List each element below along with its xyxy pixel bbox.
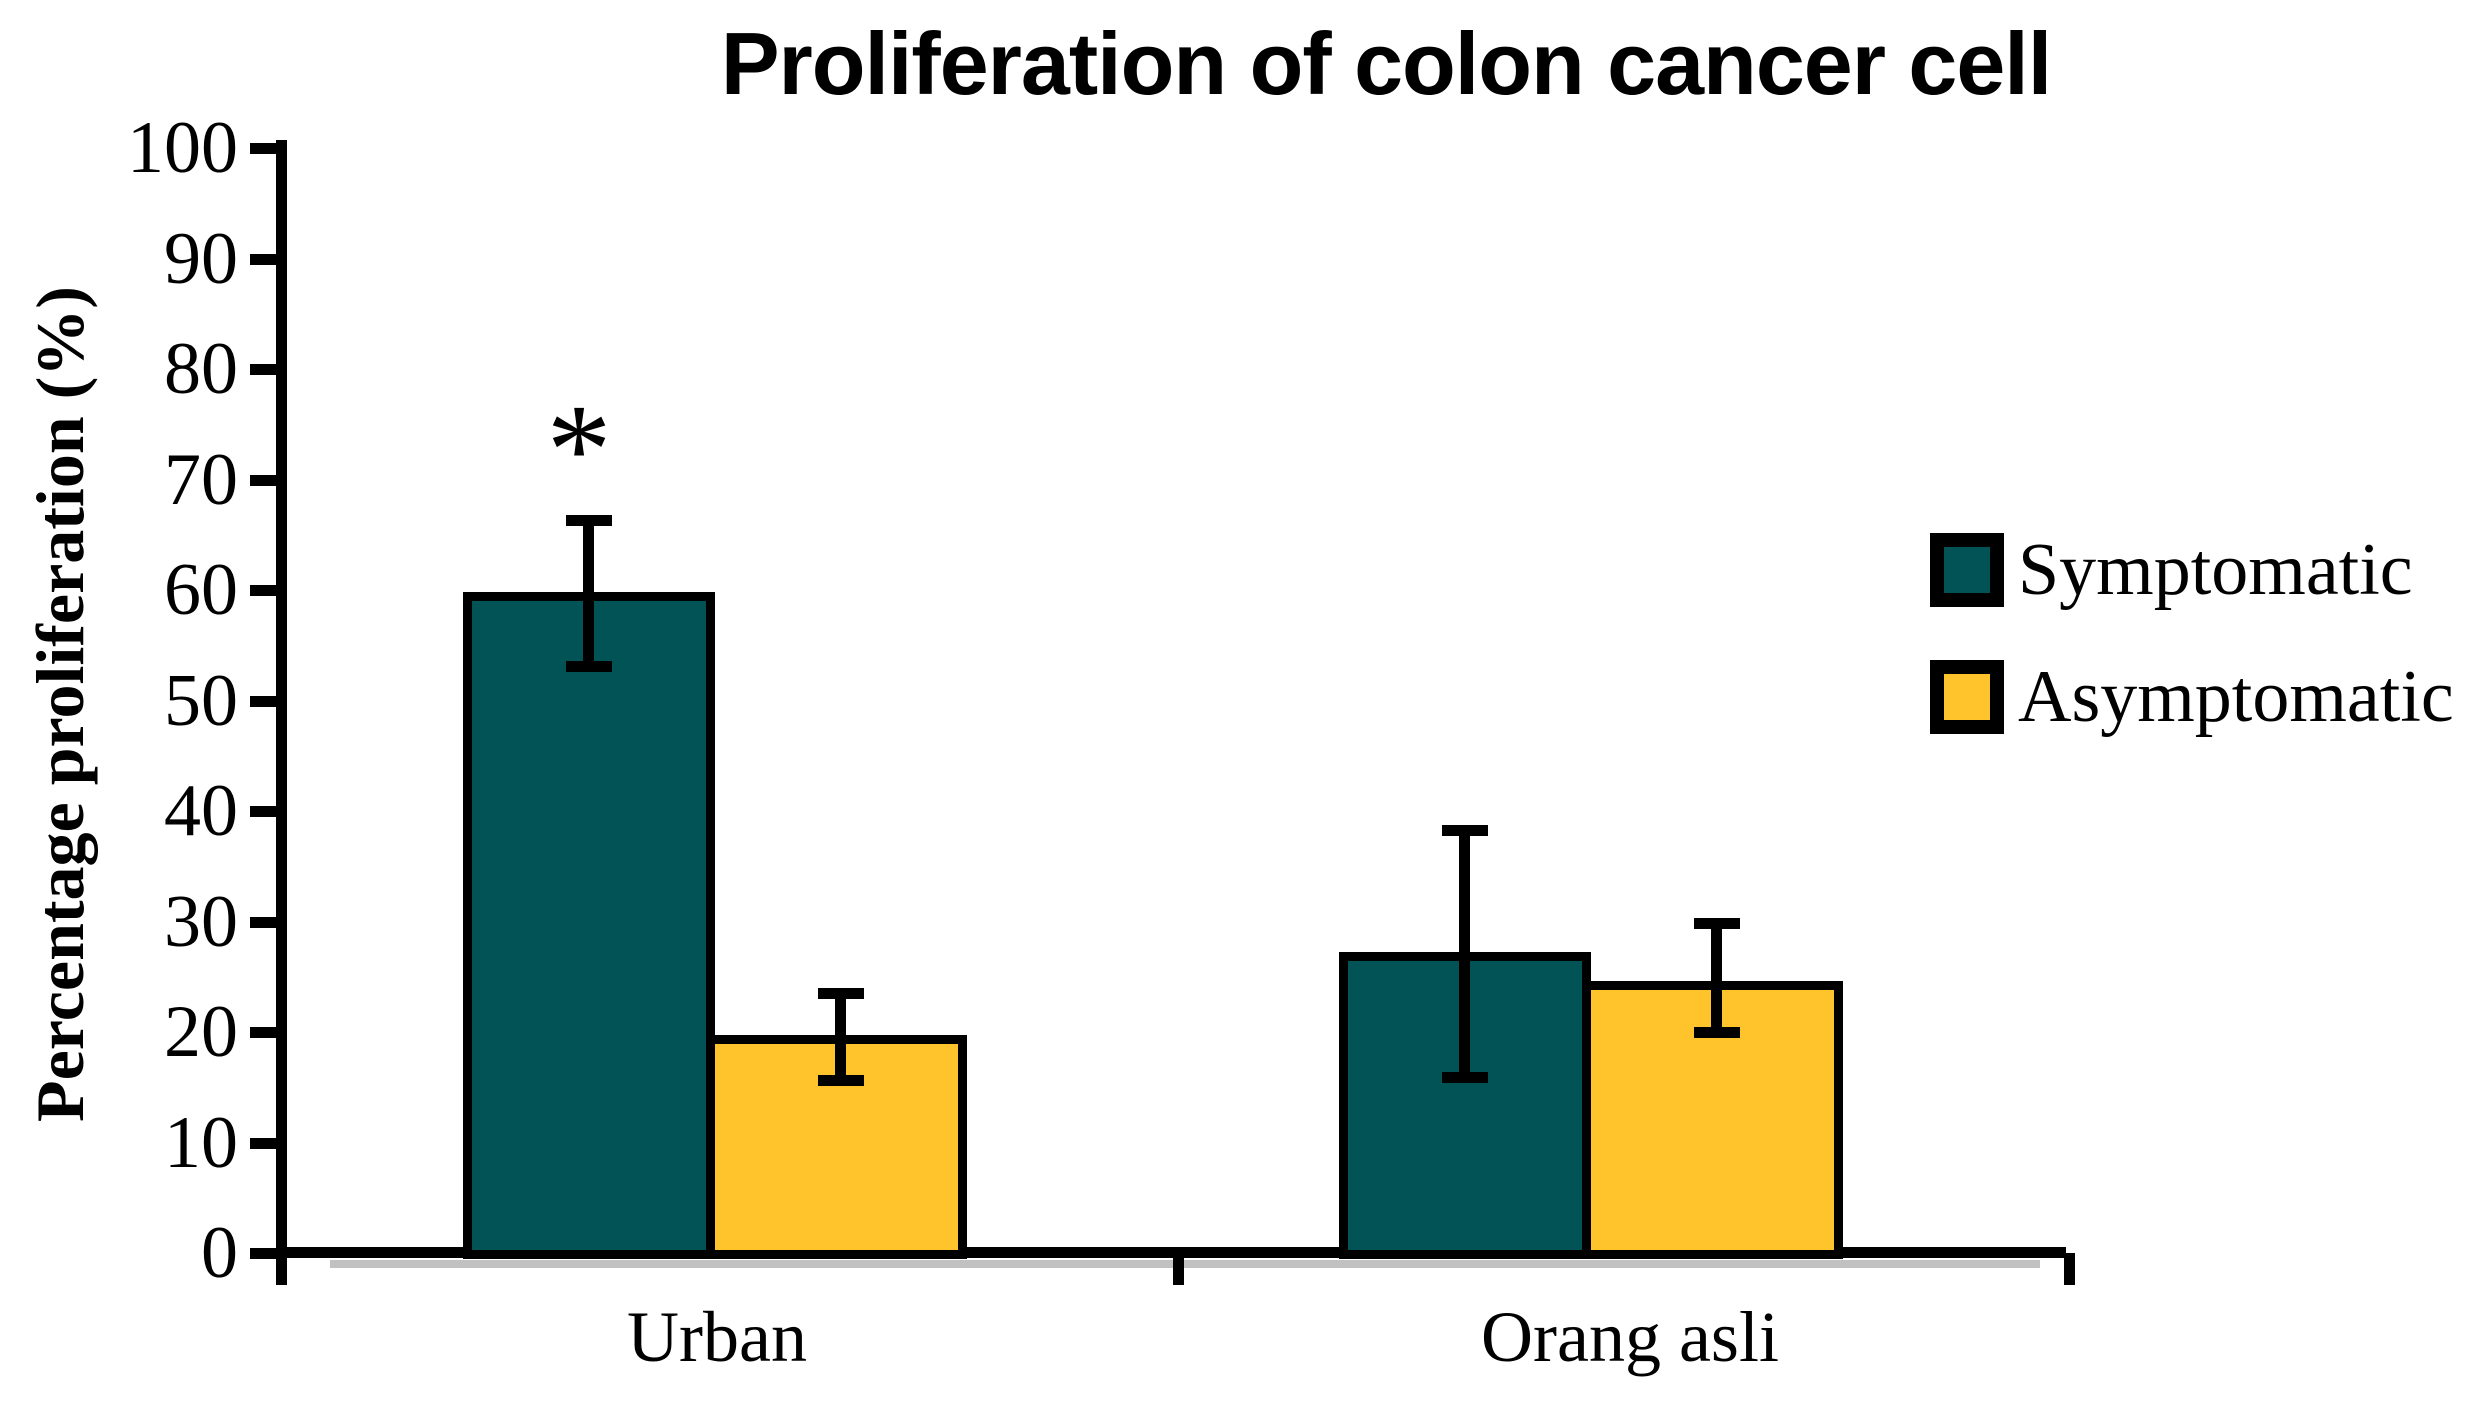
- error-bar-cap-bottom: [1442, 1072, 1488, 1084]
- x-axis-tick: [2064, 1253, 2075, 1285]
- y-tick-label: 20: [164, 991, 238, 1073]
- y-tick-label: 70: [164, 438, 238, 521]
- y-tick-label: 90: [164, 217, 238, 300]
- legend-swatch-asymptomatic: [1930, 660, 2004, 734]
- error-bar: [583, 520, 594, 668]
- error-bar-cap-bottom: [1694, 1027, 1740, 1039]
- y-axis-tick: [250, 585, 282, 596]
- legend-swatch-symptomatic: [1930, 533, 2004, 607]
- y-axis-tick: [250, 474, 282, 486]
- y-tick-label: 30: [164, 880, 238, 963]
- x-axis-tick: [1173, 1253, 1184, 1285]
- error-bar: [1711, 922, 1722, 1034]
- y-tick-label: 60: [164, 549, 238, 631]
- y-tick-label: 100: [127, 107, 238, 189]
- error-bar-cap-bottom: [818, 1074, 864, 1086]
- legend-label: Asymptomatic: [2018, 656, 2454, 738]
- y-axis-line: [276, 140, 287, 1285]
- x-axis-line: [276, 1247, 2066, 1258]
- bar-symptomatic-0: [463, 592, 715, 1259]
- y-axis-tick: [250, 806, 282, 817]
- significance-asterisk: *: [546, 378, 612, 523]
- y-tick-label: 0: [201, 1212, 238, 1294]
- axis-shadow: [330, 1260, 2040, 1268]
- y-axis-tick: [250, 253, 282, 265]
- x-category-label: Urban: [627, 1297, 807, 1377]
- error-bar-cap-bottom: [566, 661, 612, 673]
- chart-title: Proliferation of colon cancer cell: [720, 14, 2052, 113]
- y-axis-tick: [250, 1248, 282, 1259]
- y-axis-tick: [250, 364, 282, 375]
- error-bar-cap-top: [566, 515, 612, 527]
- error-bar: [835, 993, 846, 1081]
- error-bar-cap-top: [1694, 917, 1740, 929]
- x-category-label: Orang asli: [1481, 1297, 1779, 1377]
- y-axis-tick: [250, 916, 282, 928]
- y-axis-tick: [250, 695, 282, 707]
- error-bar: [1459, 829, 1470, 1079]
- y-tick-label: 40: [164, 770, 238, 852]
- y-tick-label: 50: [164, 659, 238, 742]
- y-tick-label: 80: [164, 328, 238, 410]
- error-bar-cap-top: [1442, 824, 1488, 836]
- error-bar-cap-top: [818, 988, 864, 1000]
- y-axis-tick: [250, 1137, 282, 1149]
- y-tick-label: 10: [164, 1101, 238, 1184]
- legend-label: Symptomatic: [2018, 529, 2413, 611]
- y-axis-tick: [250, 1027, 282, 1038]
- y-axis-tick: [250, 143, 282, 154]
